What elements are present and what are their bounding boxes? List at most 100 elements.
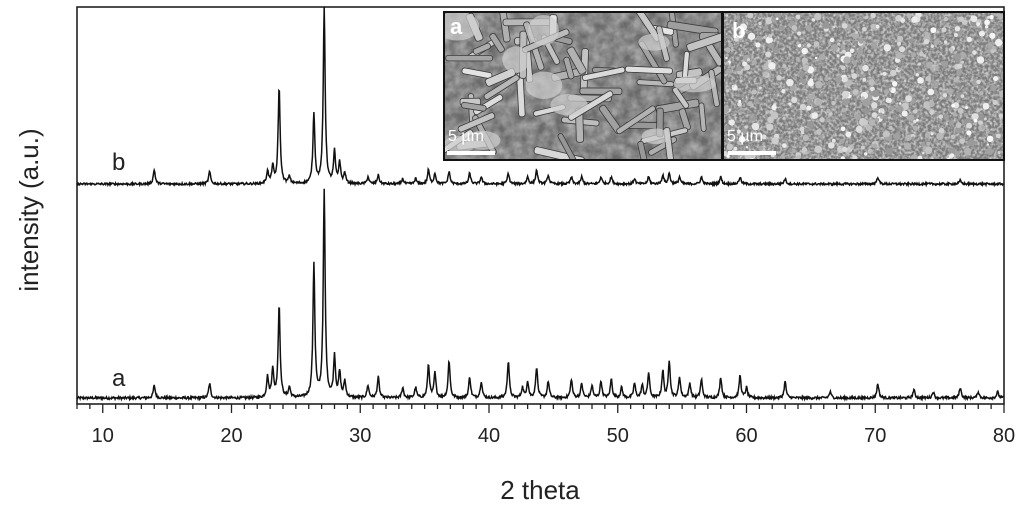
sem-grain [807,80,814,87]
sem-grain [879,114,885,119]
sem-grain [808,90,813,95]
sem-grain [999,90,1003,98]
sem-grain [915,73,919,77]
sem-grain [745,145,749,149]
sem-grain [811,18,816,22]
sem-grain [897,67,901,71]
sem-grain [868,78,875,86]
sem-grain [844,14,850,20]
sem-grain [985,49,990,54]
sem-rod [624,65,673,75]
sem-grain [806,98,813,105]
sem-grain [986,148,994,156]
sem-grain [725,56,728,60]
sem-grain [920,27,924,32]
sem-grain [737,34,744,40]
sem-grain [801,47,808,55]
sem-grain [815,81,823,89]
sem-grain [858,36,862,40]
sem-grain [791,148,796,153]
inset-b-scale-label: 5 µm [727,128,763,145]
sem-grain [861,119,869,126]
x-tick-label: 60 [735,425,757,447]
sem-grain [753,98,760,104]
sem-grain [840,156,845,159]
sem-grain [806,105,812,111]
sem-grain [938,114,944,119]
sem-grain [762,71,768,77]
sem-grain [924,146,933,154]
sem-grain [966,36,972,43]
sem-grain [898,146,902,150]
sem-grain [918,62,921,66]
sem-grain [751,59,757,65]
series-label-b: b [112,149,125,176]
sem-rod-texture [445,13,721,159]
sem-grain [907,114,915,121]
sem-grain [891,81,898,87]
sem-grain [782,64,787,69]
sem-grain [913,109,918,114]
sem-grain [946,155,950,158]
sem-grain [870,41,878,49]
sem-rod [678,108,691,131]
sem-grain [957,63,963,69]
sem-grain [986,128,990,132]
sem-grain [737,101,742,107]
sem-grain [917,155,923,159]
sem-grain [840,45,846,50]
sem-grain [766,123,774,131]
sem-grain [761,134,767,140]
sem-grain [724,151,729,157]
sem-grain [800,131,805,135]
sem-grain [971,113,979,121]
sem-grain [796,41,800,45]
sem-grain [922,151,925,155]
sem-grain [898,102,902,105]
sem-grain [747,101,753,107]
sem-grain [747,13,754,19]
sem-rod [489,32,505,53]
sem-grain [811,112,819,119]
sem-grain [841,22,848,29]
sem-grain [912,125,918,131]
sem-grain [788,102,792,106]
sem-grain [911,52,917,58]
sem-grain [964,112,968,116]
sem-blob [465,130,501,150]
sem-grain [953,77,959,83]
sem-grain [837,42,841,46]
sem-grain [961,60,965,64]
sem-grain [842,146,848,153]
sem-grain [904,142,912,150]
sem-grain [890,69,897,76]
sem-grain [871,89,880,98]
sem-grain [734,154,739,159]
sem-grain [772,46,780,54]
sem-grain [897,35,904,42]
sem-grain [986,15,990,19]
sem-grain [768,34,773,38]
sem-grain [879,108,884,113]
sem-grain [926,141,931,146]
x-tick-label: 70 [864,425,886,447]
sem-grain [857,48,864,55]
sem-grain [849,144,854,149]
sem-grain [925,75,932,82]
sem-grain [880,72,884,76]
sem-grain [888,87,892,91]
sem-grain [802,134,809,142]
sem-grain [905,95,912,102]
sem-grain [759,86,762,90]
sem-grain [966,122,973,129]
sem-grain [945,23,949,28]
sem-rod [483,74,520,100]
sem-grain [995,133,1001,139]
sem-grain [870,86,875,92]
sem-grain [976,56,985,64]
sem-grain [973,118,978,123]
sem-blob [638,33,670,51]
sem-grain [781,89,786,94]
sem-grain [911,16,918,23]
x-tick-label: 20 [220,425,242,447]
